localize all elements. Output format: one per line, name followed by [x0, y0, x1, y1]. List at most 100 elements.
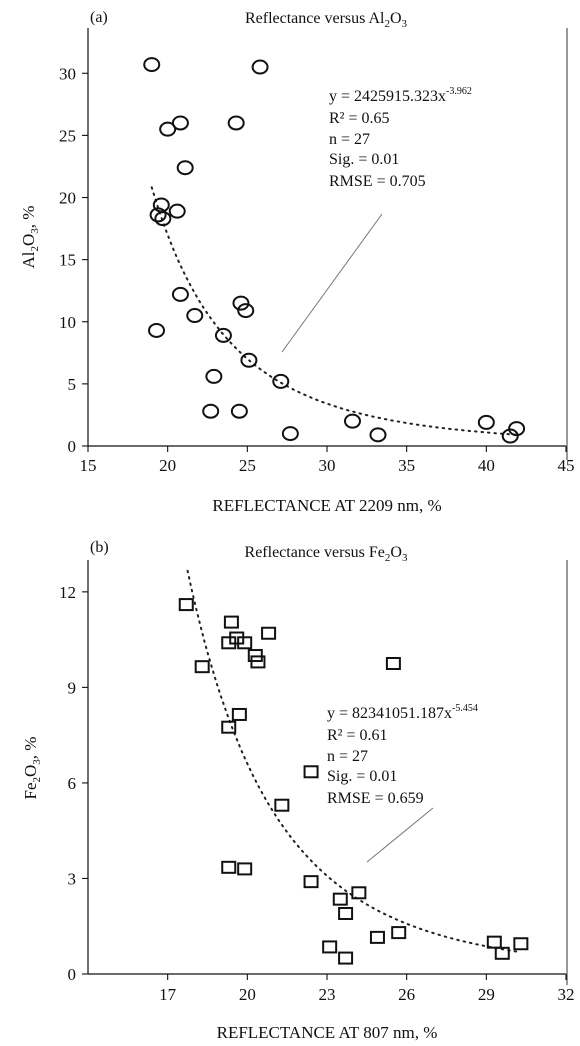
data-point-b — [338, 906, 354, 920]
x-tick-label-b: 23 — [319, 985, 336, 1004]
x-tick-label-a: 20 — [159, 456, 176, 475]
fit-curve-a — [150, 186, 520, 436]
x-tick-label-a: 25 — [239, 456, 256, 475]
regression-annotation-b: y = 82341051.187x-5.454 R² = 0.61 n = 27… — [327, 703, 478, 807]
data-point-a — [232, 295, 250, 311]
x-tick-label-b: 29 — [478, 985, 495, 1004]
y-tick-label-a: 10 — [59, 313, 76, 332]
panel-label-a: (a) — [90, 9, 108, 26]
data-point-b — [338, 951, 354, 965]
data-point-a — [186, 308, 204, 324]
data-point-a — [281, 426, 299, 442]
annotation-leader-a — [281, 213, 383, 353]
y-tick-label-a: 20 — [59, 189, 76, 208]
regression-annotation-a: y = 2425915.323x-3.962 R² = 0.65 n = 27 … — [329, 86, 472, 190]
significance-a: Sig. = 0.01 — [329, 151, 399, 168]
significance-b: Sig. = 0.01 — [327, 768, 397, 785]
x-tick-label-a: 45 — [558, 456, 575, 475]
data-point-a — [343, 413, 361, 429]
data-points-a — [143, 57, 526, 444]
data-point-b — [369, 930, 385, 944]
data-point-a — [237, 303, 255, 319]
data-point-a — [159, 121, 177, 137]
y-axis-label-a: Al2O3, % — [19, 206, 41, 269]
x-tick-label-b: 32 — [558, 985, 575, 1004]
data-point-a — [227, 115, 245, 131]
data-point-b — [351, 886, 367, 900]
data-point-b — [391, 926, 407, 940]
data-point-b — [250, 655, 266, 669]
rmse-b: RMSE = 0.659 — [327, 790, 424, 807]
x-tick-label-b: 17 — [159, 985, 177, 1004]
data-point-a — [272, 373, 290, 389]
equation-b: y = 82341051.187x-5.454 — [327, 703, 478, 722]
y-tick-label-b: 12 — [59, 583, 76, 602]
data-point-b — [322, 940, 338, 954]
x-axis-label-b: REFLECTANCE AT 807 nm, % — [217, 1023, 438, 1042]
data-point-b — [221, 720, 237, 734]
data-point-a — [501, 428, 519, 444]
data-point-a — [148, 322, 166, 338]
data-point-a — [240, 352, 258, 368]
chart-panel-b: (b) Reflectance versus Fe2O3 17 20 23 26 29 3… — [21, 539, 575, 1042]
data-point-b — [332, 892, 348, 906]
x-tick-label-a: 35 — [398, 456, 415, 475]
data-point-a — [168, 203, 186, 219]
data-point-b — [194, 660, 210, 674]
data-point-b — [513, 937, 529, 951]
data-point-a — [230, 403, 248, 419]
y-tick-label-a: 0 — [68, 437, 77, 456]
data-point-b — [223, 615, 239, 629]
data-point-a — [154, 211, 172, 227]
data-point-b — [274, 798, 290, 812]
data-point-a — [171, 286, 189, 302]
y-tick-label-a: 5 — [68, 375, 77, 394]
r-squared-b: R² = 0.61 — [327, 727, 388, 744]
data-point-b — [385, 657, 401, 670]
annotation-leader-b — [366, 807, 434, 863]
data-point-b — [494, 946, 510, 960]
data-point-b — [221, 860, 237, 874]
r-squared-a: R² = 0.65 — [329, 110, 390, 127]
data-points-b — [178, 598, 529, 965]
y-tick-label-b: 6 — [68, 774, 77, 793]
data-point-a — [251, 59, 269, 75]
data-point-a — [477, 414, 495, 430]
x-tick-label-b: 20 — [239, 985, 256, 1004]
data-point-b — [303, 875, 319, 889]
chart-title-b: Reflectance versus Fe2O3 — [245, 544, 408, 564]
x-tick-label-a: 15 — [80, 456, 97, 475]
chart-title-a: Reflectance versus Al2O3 — [245, 10, 408, 30]
x-axis-label-a: REFLECTANCE AT 2209 nm, % — [212, 496, 441, 515]
data-point-a — [508, 421, 526, 437]
panel-label-b: (b) — [90, 539, 109, 556]
data-point-a — [214, 327, 232, 343]
data-point-a — [369, 427, 387, 443]
rmse-a: RMSE = 0.705 — [329, 173, 426, 190]
data-point-b — [231, 707, 247, 721]
ticks-a: 15 20 25 30 35 40 45 0 5 10 15 20 25 30 — [59, 64, 575, 475]
data-point-a — [149, 207, 167, 223]
data-point-a — [202, 403, 220, 419]
y-tick-label-a: 15 — [59, 251, 76, 270]
y-tick-label-a: 30 — [59, 64, 76, 83]
x-tick-label-b: 26 — [398, 985, 415, 1004]
data-point-a — [143, 57, 161, 73]
y-tick-label-b: 3 — [68, 869, 77, 888]
x-tick-label-a: 40 — [478, 456, 495, 475]
data-point-b — [261, 626, 277, 640]
chart-panel-a: (a) Reflectance versus Al2O3 15 20 25 30 35 4… — [19, 9, 575, 515]
data-point-b — [303, 765, 319, 779]
data-point-a — [171, 115, 189, 131]
fit-curve-b — [186, 569, 522, 954]
n-count-a: n = 27 — [329, 131, 370, 148]
equation-a: y = 2425915.323x-3.962 — [329, 86, 472, 105]
data-point-b — [237, 862, 253, 876]
data-point-a — [205, 368, 223, 384]
data-point-b — [237, 636, 253, 650]
data-point-b — [178, 598, 194, 612]
ticks-b: 17 20 23 26 29 32 0 3 6 9 12 — [59, 583, 575, 1004]
y-tick-label-a: 25 — [59, 126, 76, 145]
y-tick-label-b: 9 — [68, 678, 77, 697]
